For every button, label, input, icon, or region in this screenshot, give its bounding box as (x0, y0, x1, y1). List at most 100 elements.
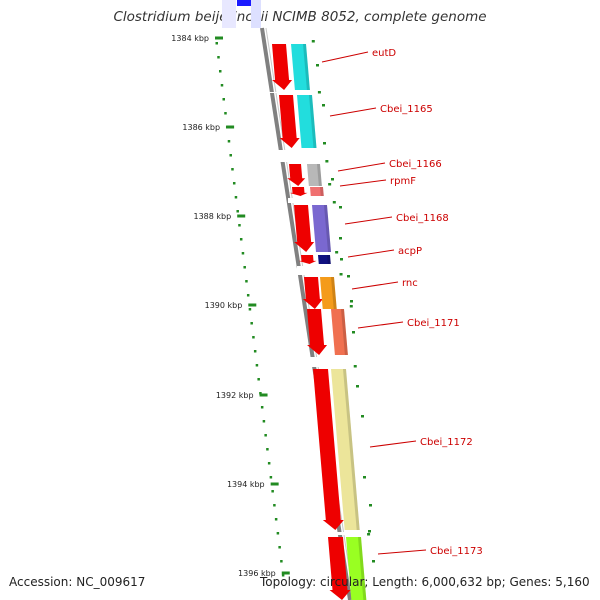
gene-block (318, 255, 331, 264)
strand-arrow (298, 255, 317, 264)
tick-label: 1390 kbp (205, 301, 243, 310)
strand-arrow (289, 187, 308, 196)
minor-tick (227, 140, 231, 143)
tick-label: 1384 kbp (171, 34, 209, 43)
gene-label-cbei_1173: Cbei_1173 (430, 546, 483, 557)
gene-label-cbei_1165: Cbei_1165 (380, 104, 433, 115)
right-tick (339, 273, 343, 276)
scale-ticks: 1384 kbp 1386 kbp 1388 kbp 1390 kbp 1392 kbp… (171, 34, 290, 578)
minor-tick (273, 504, 276, 507)
leader-line (344, 216, 393, 225)
strand-arrow (313, 369, 344, 530)
gap (303, 357, 353, 367)
gene-block (307, 164, 322, 186)
gene-block (312, 205, 331, 252)
right-tick (325, 160, 329, 163)
minor-tick (271, 490, 274, 493)
major-tick (215, 36, 223, 40)
right-tick (347, 275, 350, 278)
right-tick (332, 201, 336, 204)
gene-block-shade (303, 44, 310, 90)
top-partial-feature (251, 0, 261, 28)
gene-label-rnc: rnc (402, 278, 418, 289)
right-tick (353, 365, 357, 368)
minor-tick (267, 462, 271, 465)
right-tick (328, 183, 332, 186)
minor-tick (236, 210, 239, 213)
right-tick (335, 251, 339, 254)
minor-tick (276, 532, 280, 535)
leader-line (357, 321, 404, 329)
minor-tick (266, 448, 269, 451)
gene-label-cbei_1166: Cbei_1166 (389, 159, 442, 170)
minor-tick (248, 308, 252, 311)
leader-line (321, 51, 369, 63)
gene-block-shade (324, 205, 331, 252)
gene-label-cbei_1168: Cbei_1168 (396, 213, 449, 224)
accession-text: Accession: NC_009617 (9, 575, 146, 589)
minor-tick (280, 560, 283, 563)
tick-label: 1386 kbp (182, 123, 220, 132)
gene-block-shade (331, 277, 337, 309)
strand-arrow (302, 277, 323, 309)
minor-tick (262, 420, 266, 423)
tick-label: 1392 kbp (216, 391, 254, 400)
right-tick (368, 530, 371, 533)
gene-block (346, 537, 367, 600)
minor-tick (222, 98, 225, 101)
gene-block (297, 95, 317, 148)
right-tick (323, 142, 326, 145)
minor-tick (246, 294, 250, 297)
strand-arrow (294, 205, 315, 252)
gene-label-acpp: acpP (398, 246, 422, 257)
minor-tick (278, 546, 281, 549)
minor-tick (269, 476, 273, 479)
gene-label-cbei_1171: Cbei_1171 (407, 318, 460, 329)
minor-tick (264, 434, 267, 437)
major-tick (259, 393, 268, 397)
gap (275, 150, 325, 162)
major-tick (248, 303, 257, 307)
major-tick (270, 482, 279, 486)
gene-labels: eutD Cbei_1165 Cbei_1166 rpmF Cbei_1168 acpP r… (321, 48, 483, 557)
right-tick (350, 300, 353, 303)
right-tick (322, 104, 325, 107)
minor-tick (215, 42, 218, 45)
gene-block (320, 277, 337, 309)
right-tick (356, 385, 359, 388)
tick-label: 1388 kbp (194, 212, 232, 221)
leader-line (377, 549, 427, 555)
gap (309, 532, 359, 535)
leader-line (337, 162, 386, 172)
leader-line (369, 440, 417, 448)
minor-tick (231, 168, 234, 171)
right-tick (363, 476, 366, 479)
leader-line (351, 281, 399, 290)
right-tick (331, 178, 334, 181)
strand-arrow (272, 44, 293, 90)
minor-tick (229, 154, 232, 157)
leader-line (347, 249, 395, 258)
strand-arrow (279, 95, 300, 148)
gap (268, 92, 318, 93)
minor-tick (241, 252, 245, 255)
gene-block-shade (309, 95, 317, 148)
topology-text: Topology: circular; Length: 6,000,632 bp… (260, 575, 590, 589)
gene-block-shade (320, 187, 324, 196)
gene-label-cbei_1172: Cbei_1172 (420, 437, 473, 448)
strand-arrow (307, 309, 328, 355)
gene-block-shade (358, 537, 367, 600)
minor-tick (259, 392, 262, 395)
major-tick (226, 125, 235, 129)
gene-label-rpmf: rpmF (390, 176, 416, 187)
strand-arrow (328, 537, 351, 600)
minor-tick (260, 406, 264, 409)
gene-block (291, 44, 310, 90)
right-tick (339, 206, 342, 209)
right-tick (339, 237, 342, 240)
right-tick (372, 560, 375, 563)
leader-line (329, 107, 377, 117)
gene-block (331, 369, 360, 530)
minor-tick (224, 112, 227, 115)
